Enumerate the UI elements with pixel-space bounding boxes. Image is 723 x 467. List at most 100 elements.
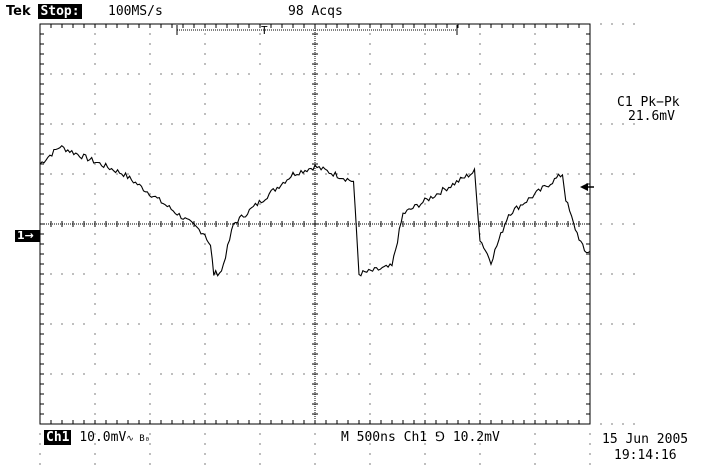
grid-dot [94,453,96,455]
grid-dot [534,363,536,365]
grid-dot [94,113,96,115]
grid-dot [237,373,239,375]
grid-dot [479,143,481,145]
grid-dot [204,443,206,445]
grid-dot [479,103,481,105]
grid-dot [479,83,481,85]
grid-dot [457,123,459,125]
grid-dot [94,83,96,85]
grid-dot [578,73,580,75]
grid-dot [138,323,140,325]
grid-dot [633,173,635,175]
grid-dot [116,123,118,125]
grid-dot [512,73,514,75]
grid-dot [611,23,613,25]
grid-dot [545,323,547,325]
grid-dot [534,203,536,205]
grid-dot [50,273,52,275]
grid-dot [204,393,206,395]
grid-dot [116,373,118,375]
grid-dot [545,123,547,125]
grid-dot [479,233,481,235]
grid-dot [424,163,426,165]
grid-dot [479,413,481,415]
grid-dot [633,323,635,325]
grid-dot [259,383,261,385]
grid-dot [226,323,228,325]
grid-dot [468,173,470,175]
grid-dot [358,373,360,375]
grid-dot [391,373,393,375]
grid-dot [479,343,481,345]
trigger-level-icon [580,183,588,191]
grid-dot [578,373,580,375]
grid-dot [94,383,96,385]
grid-dot [600,273,602,275]
grid-dot [116,323,118,325]
grid-dot [534,463,536,465]
grid-dot [534,143,536,145]
grid-dot [160,273,162,275]
grid-dot [479,163,481,165]
grid-dot [259,43,261,45]
grid-dot [501,273,503,275]
grid-dot [391,323,393,325]
grid-dot [292,173,294,175]
grid-dot [479,193,481,195]
grid-dot [358,73,360,75]
grid-dot [413,73,415,75]
grid-dot [149,453,151,455]
grid-dot [259,353,261,355]
grid-dot [512,323,514,325]
grid-dot [578,173,580,175]
grid-dot [468,373,470,375]
grid-dot [138,273,140,275]
grid-dot [116,173,118,175]
grid-dot [259,53,261,55]
grid-dot [270,323,272,325]
grid-dot [391,173,393,175]
grid-dot [380,73,382,75]
grid-dot [94,193,96,195]
grid-dot [83,323,85,325]
grid-dot [534,383,536,385]
grid-dot [94,183,96,185]
grid-dot [336,173,338,175]
grid-dot [369,443,371,445]
grid-dot [149,163,151,165]
grid-dot [259,233,261,235]
grid-dot [622,23,624,25]
grid-dot [94,303,96,305]
grid-dot [413,273,415,275]
grid-dot [303,373,305,375]
grid-dot [204,453,206,455]
grid-dot [336,373,338,375]
grid-dot [149,133,151,135]
grid-dot [248,273,250,275]
grid-dot [534,283,536,285]
grid-dot [215,323,217,325]
grid-dot [479,203,481,205]
grid-dot [204,293,206,295]
grid-dot [94,353,96,355]
grid-dot [259,143,261,145]
grid-dot [193,73,195,75]
grid-dot [259,33,261,35]
grid-dot [325,273,327,275]
grid-dot [402,373,404,375]
grid-dot [204,383,206,385]
grid-dot [204,183,206,185]
grid-dot [578,273,580,275]
grid-dot [281,173,283,175]
grid-dot [369,113,371,115]
grid-dot [391,273,393,275]
grid-dot [446,323,448,325]
grid-dot [402,123,404,125]
grid-dot [259,283,261,285]
grid-dot [490,123,492,125]
grid-dot [270,373,272,375]
grid-dot [149,333,151,335]
grid-dot [204,233,206,235]
grid-dot [105,273,107,275]
grid-dot [281,123,283,125]
